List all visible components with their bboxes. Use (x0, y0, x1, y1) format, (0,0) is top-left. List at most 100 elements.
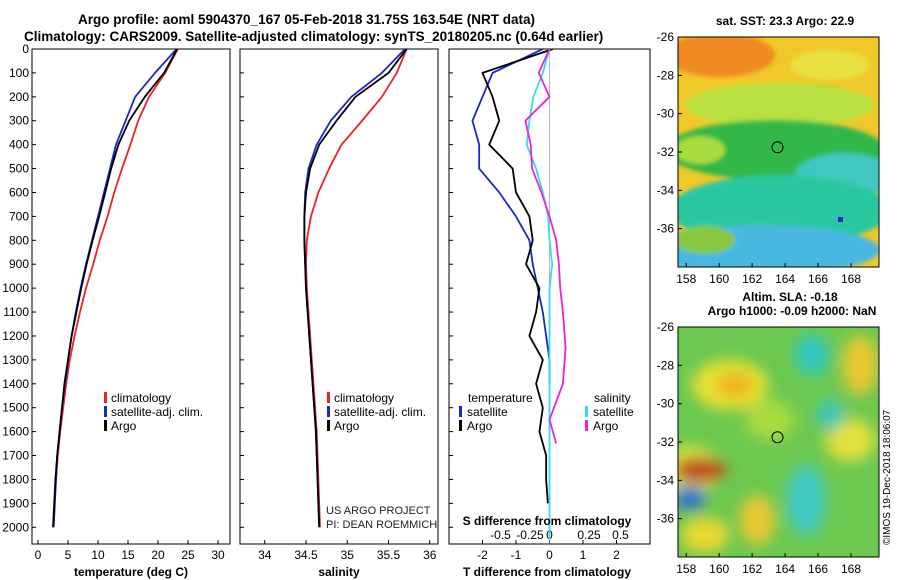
legend-label-t-satellite: satellite (467, 405, 508, 419)
y-tick-label: 1500 (2, 401, 29, 415)
sla-map-title-2: Argo h1000: -0.09 h2000: NaN (708, 304, 877, 318)
map-y-tick-label: -34 (657, 473, 675, 487)
y-tick-label: 100 (9, 66, 29, 80)
sla-yellow-patch (825, 418, 875, 462)
x-tick-label: 15 (121, 548, 135, 562)
salinity-panel (239, 48, 439, 545)
legend-title-temperature: temperature (468, 391, 533, 405)
sla-lime-patch (745, 400, 795, 440)
x-tick-label: 5 (65, 548, 72, 562)
x-tick-label: 1 (580, 548, 587, 562)
map-y-tick-label: -28 (657, 358, 675, 372)
x-tick-label: 35 (341, 548, 355, 562)
legend-label-s-satellite: satellite (593, 405, 634, 419)
sla-cyan-eddy (816, 399, 844, 431)
sst-yellow-patch (790, 50, 870, 80)
legend-swatch-s-argo (585, 420, 588, 431)
sla-yellow-patch (842, 335, 878, 395)
map-y-tick-label: -30 (657, 107, 675, 121)
x-tick-label: 36 (423, 548, 437, 562)
legend-label-satellite: satellite-adj. clim. (111, 405, 203, 419)
legend-label-argo: Argo (334, 419, 360, 433)
temperature-lines (52, 49, 179, 528)
x-tick-label: 10 (91, 548, 105, 562)
map-x-tick-label: 158 (676, 562, 696, 576)
y-tick-label: 1900 (2, 496, 29, 510)
difference-x-label: T difference from climatology (463, 565, 631, 579)
difference-s-label: S difference from climatology (463, 514, 632, 528)
map-x-tick-label: 168 (841, 562, 861, 576)
legend-label-climatology: climatology (111, 391, 171, 405)
series-line-argo (52, 49, 178, 528)
x-tick-label: 0 (546, 548, 553, 562)
sst-map-title: sat. SST: 23.3 Argo: 22.9 (716, 14, 855, 28)
map-y-tick-label: -28 (657, 68, 675, 82)
map-y-tick-label: -26 (657, 30, 675, 44)
s-tick-label: 0.5 (612, 528, 629, 542)
map-y-tick-label: -30 (657, 397, 675, 411)
s-tick-label: 0.25 (577, 528, 601, 542)
s-tick-label: -0.25 (516, 528, 544, 542)
x-tick-label: 35.5 (377, 548, 401, 562)
map-y-tick-label: -32 (657, 435, 675, 449)
map-y-tick-label: -36 (657, 512, 675, 526)
x-tick-label: 2 (613, 548, 620, 562)
project-credit: US ARGO PROJECT (326, 505, 431, 517)
y-tick-label: 500 (9, 162, 29, 176)
x-tick-label: 0 (35, 548, 42, 562)
y-tick-label: 2000 (2, 520, 29, 534)
map-x-tick-label: 164 (775, 562, 795, 576)
salinity-legend: climatology satellite-adj. clim. Argo (327, 391, 426, 433)
legend-swatch-argo (104, 420, 107, 431)
sla-orange-patch (717, 373, 753, 397)
x-tick-label: 34.5 (294, 548, 318, 562)
x-tick-label: -1 (511, 548, 522, 562)
salinity-x-label: salinity (318, 565, 360, 579)
sla-cyan-eddy (794, 335, 830, 375)
y-tick-label: 1600 (2, 425, 29, 439)
salinity-lines (303, 49, 408, 528)
sst-lime-band (685, 83, 875, 127)
y-tick-label: 1200 (2, 329, 29, 343)
sla-heatmap (678, 327, 879, 557)
legend-swatch-climatology (327, 392, 330, 403)
map-x-tick-label: 158 (676, 272, 696, 286)
y-tick-label: 1800 (2, 472, 29, 486)
temperature-x-label: temperature (deg C) (74, 565, 188, 579)
map-x-tick-label: 160 (709, 562, 729, 576)
legend-label-satellite: satellite-adj. clim. (334, 405, 426, 419)
y-tick-label: 300 (9, 114, 29, 128)
sst-green-patch (678, 226, 735, 254)
y-tick-label: 1400 (2, 377, 29, 391)
map-y-tick-label: -36 (657, 222, 675, 236)
difference-legend: temperature satellite Argo salinity sate… (459, 391, 634, 433)
s-tick-label: -0.5 (490, 528, 511, 542)
series-line-salinity-argo (524, 49, 567, 444)
sst-pixel (838, 217, 843, 222)
sla-blue-eddy (678, 486, 706, 510)
series-line-temperature-satellite (471, 49, 551, 384)
y-tick-label: 0 (22, 42, 29, 56)
y-tick-label: 600 (9, 185, 29, 199)
y-tick-label: 700 (9, 209, 29, 223)
legend-swatch-climatology (104, 392, 107, 403)
y-tick-label: 1300 (2, 353, 29, 367)
series-line-temperature-argo (481, 49, 554, 504)
x-tick-label: 30 (211, 548, 225, 562)
imos-credit: ©IMOS 19-Dec-2018 18:06:07 (882, 409, 893, 545)
x-tick-label: 25 (181, 548, 195, 562)
temperature-legend: climatology satellite-adj. clim. Argo (104, 391, 203, 433)
sla-cyan-eddy (786, 465, 826, 535)
legend-swatch-s-satellite (585, 406, 588, 417)
sla-yellow-patch (681, 517, 729, 553)
map-x-tick-label: 168 (841, 272, 861, 286)
y-tick-label: 1000 (2, 281, 29, 295)
map-x-tick-label: 164 (775, 272, 795, 286)
x-tick-label: 20 (151, 548, 165, 562)
difference-lines (471, 49, 567, 540)
map-x-tick-label: 160 (709, 272, 729, 286)
map-x-tick-label: 162 (742, 562, 762, 576)
map-y-tick-label: -26 (657, 320, 675, 334)
map-x-tick-label: 166 (808, 562, 828, 576)
map-x-tick-label: 166 (808, 272, 828, 286)
